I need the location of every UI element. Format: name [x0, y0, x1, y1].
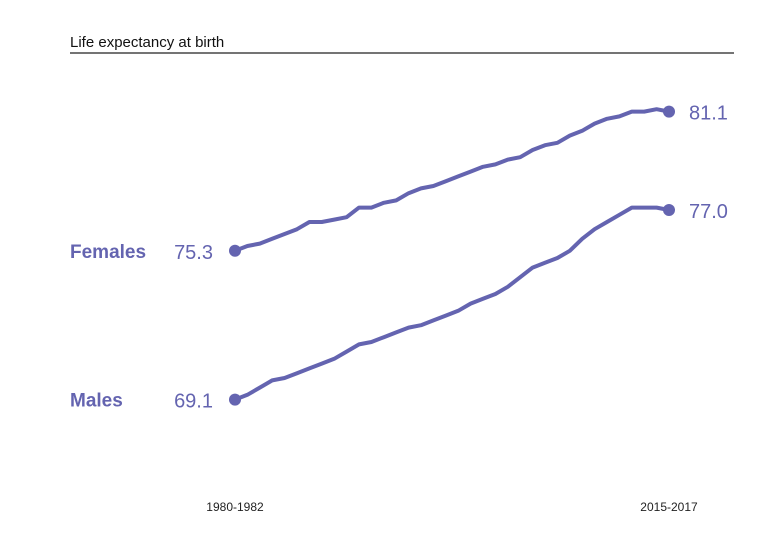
x-tick-label-start: 1980-1982	[206, 500, 264, 514]
females-series-line	[233, 107, 671, 253]
males-series-line	[233, 205, 671, 402]
males-start-point	[229, 393, 241, 406]
females-start-point	[229, 244, 241, 257]
females-start-value-label: 75.3	[174, 242, 213, 264]
series-layer: Females 75.3 81.1 Males 69.1 77.0	[70, 103, 728, 413]
males-end-value-label: 77.0	[689, 201, 728, 223]
x-tick-label-end: 2015-2017	[640, 500, 698, 514]
females-end-point	[663, 105, 675, 118]
males-series-name: Males	[70, 391, 123, 412]
females-series-name: Females	[70, 242, 146, 263]
males-start-value-label: 69.1	[174, 391, 213, 413]
males-end-point	[663, 204, 675, 216]
females-end-value-label: 81.1	[689, 103, 728, 125]
chart-title: Life expectancy at birth	[70, 34, 224, 51]
